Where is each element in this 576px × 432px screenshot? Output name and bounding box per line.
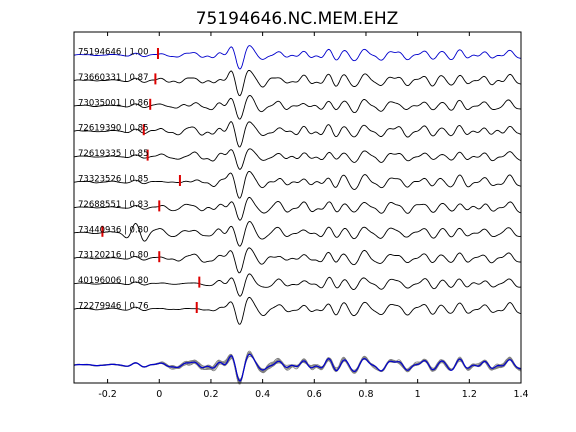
x-tick-label: 0.6 [307,389,322,400]
trace-cc: 0.80 [130,225,149,235]
trace-event-id: 72688551 [78,200,121,210]
x-tick-label: 0.2 [203,389,218,400]
trace-separator: | [121,276,129,286]
x-tick-label: 1.2 [462,389,477,400]
trace-event-id: 73120216 [78,251,121,261]
trace-separator: | [121,175,129,185]
trace-label: 75194646 | 1.00 [78,48,148,58]
trace-line [73,121,522,148]
trace-label: 72619335 | 0.85 [78,149,148,159]
trace-cc: 1.00 [130,48,149,58]
x-tick-label: 0 [156,389,162,400]
x-tick-label: 1 [415,389,421,400]
trace-line [73,196,522,221]
trace-label: 73120216 | 0.80 [78,251,148,261]
trace-cc: 0.85 [130,175,149,185]
trace-separator: | [121,98,129,108]
trace-label: 40196006 | 0.80 [78,276,148,286]
trace-cc: 0.85 [130,149,149,159]
trace-line [73,221,522,247]
trace-cc: 0.83 [130,200,149,210]
trace-cc: 0.86 [130,98,149,108]
trace-event-id: 40196006 [78,276,121,286]
trace-line [73,45,522,70]
trace-event-id: 73035001 [78,98,121,108]
trace-separator: | [121,302,129,312]
trace-label: 72619390 | 0.85 [78,124,148,134]
trace-event-id: 75194646 [78,48,121,58]
trace-separator: | [121,225,129,235]
trace-cc: 0.80 [130,251,149,261]
trace-event-id: 72279946 [78,302,121,312]
x-axis: -0.2 0 0.2 0.4 0.6 0.8 1 1.2 1.4 [98,32,529,400]
axes-frame [73,31,522,384]
trace-line [73,247,522,274]
trace-line [73,70,522,97]
trace-event-id: 72619335 [78,149,121,159]
trace-separator: | [121,48,129,58]
trace-event-id: 72619390 [78,124,121,134]
trace-line [73,95,522,120]
trace-cc: 0.76 [130,302,149,312]
plot-area: 75194646 | 1.00 73660331 | 0.87 73035001 |… [73,45,522,385]
trace-label: 72688551 | 0.83 [78,200,148,210]
trace-event-id: 73440936 [78,225,121,235]
trace-event-id: 73323526 [78,175,121,185]
trace-label: 73660331 | 0.87 [78,73,148,83]
stack-master-trace [73,353,522,382]
trace-line [73,296,522,325]
x-tick-label: -0.2 [98,389,117,400]
x-tick-label: 1.4 [513,389,528,400]
trace-line [73,273,522,297]
trace-cc: 0.87 [130,73,149,83]
trace-event-id: 73660331 [78,73,121,83]
trace-line [73,170,522,199]
trace-separator: | [121,200,129,210]
trace-label: 73323526 | 0.85 [78,175,148,185]
trace-label: 73035001 | 0.86 [78,98,148,108]
trace-separator: | [121,73,129,83]
chart-title: 75194646.NC.MEM.EHZ [196,9,399,29]
x-tick-label: 0.4 [255,389,270,400]
trace-cc: 0.85 [130,124,149,134]
trace-cc: 0.80 [130,276,149,286]
trace-separator: | [121,149,129,159]
x-tick-label: 0.8 [358,389,373,400]
trace-label: 72279946 | 0.76 [78,302,148,312]
trace-separator: | [121,251,129,261]
trace-label: 73440936 | 0.80 [78,225,148,235]
trace-separator: | [121,124,129,134]
